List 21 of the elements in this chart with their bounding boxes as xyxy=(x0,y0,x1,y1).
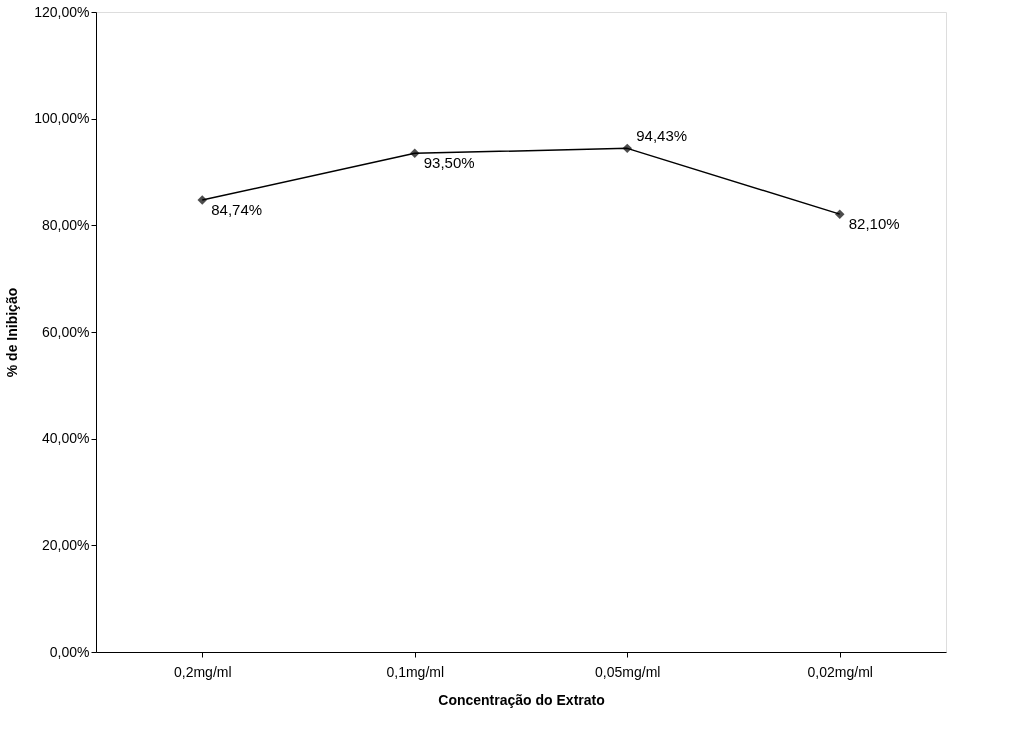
y-tick-label: 100,00% xyxy=(34,110,90,127)
y-tick-label: 80,00% xyxy=(42,216,90,233)
point xyxy=(835,209,845,219)
point xyxy=(622,143,632,154)
y-axis-title: % de Inibição xyxy=(4,287,21,378)
x-tick-label: 0,02mg/ml xyxy=(807,663,873,680)
x-tick-label: 0,1mg/ml xyxy=(386,663,445,680)
y-tick-label: 120,00% xyxy=(34,3,90,20)
x-axis-title: Concentração do Extrato xyxy=(438,691,605,708)
y-tick-label: 20,00% xyxy=(42,536,90,553)
y-tick-label: 60,00% xyxy=(42,323,90,340)
data-label: 93,50% xyxy=(423,154,475,172)
y-tick-label: 0,00% xyxy=(49,643,90,660)
x-tick-label: 0,2mg/ml xyxy=(173,663,232,680)
point xyxy=(410,148,420,159)
y-tick-label: 40,00% xyxy=(42,430,90,447)
point xyxy=(197,195,207,205)
x-tick-label: 0,05mg/ml xyxy=(595,663,661,680)
data-label: 84,74% xyxy=(211,201,263,219)
data-label: 82,10% xyxy=(848,215,900,233)
data-label: 94,43% xyxy=(636,127,688,145)
